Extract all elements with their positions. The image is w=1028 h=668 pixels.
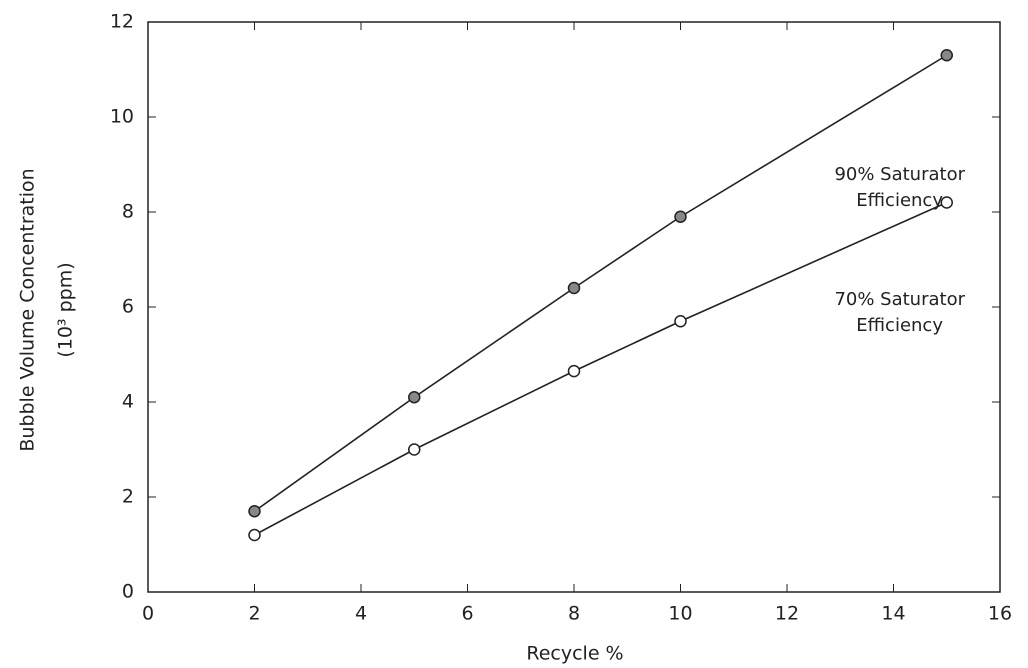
x-tick-label: 14 [881,603,905,625]
x-tick-label: 0 [142,603,154,625]
x-tick-label: 8 [568,603,580,625]
x-tick-label: 10 [668,603,692,625]
y-tick-label: 4 [122,391,134,413]
y-tick-label: 6 [122,296,134,318]
point [248,528,261,542]
y-tick-label: 2 [122,486,134,508]
point [408,443,421,456]
point [674,210,687,223]
y-tick-label: 0 [122,581,134,603]
series-line [254,54,948,512]
y-tick-label: 8 [122,201,134,223]
point [940,196,953,209]
annotation: Efficiency [856,315,943,336]
point [567,281,581,295]
point [674,315,687,328]
series-line [254,201,948,536]
y-tick-label: 12 [110,11,134,33]
x-tick-label: 4 [355,603,367,625]
x-tick-label: 6 [461,603,473,625]
y-axis-label: Bubble Volume Concentration [17,168,39,451]
y-axis-unit: (10³ ppm) [55,262,77,357]
point [940,49,953,62]
point [248,505,261,518]
x-tick-label: 2 [248,603,260,625]
point [408,391,421,404]
y-tick-label: 10 [110,106,134,128]
x-axis-label: Recycle % [526,643,623,665]
annotation: Efficiency [856,190,943,211]
x-tick-label: 16 [988,603,1012,625]
annotation: 90% Saturator [834,164,965,185]
annotation: 70% Saturator [834,289,965,310]
point [567,364,581,378]
x-tick-label: 12 [775,603,799,625]
